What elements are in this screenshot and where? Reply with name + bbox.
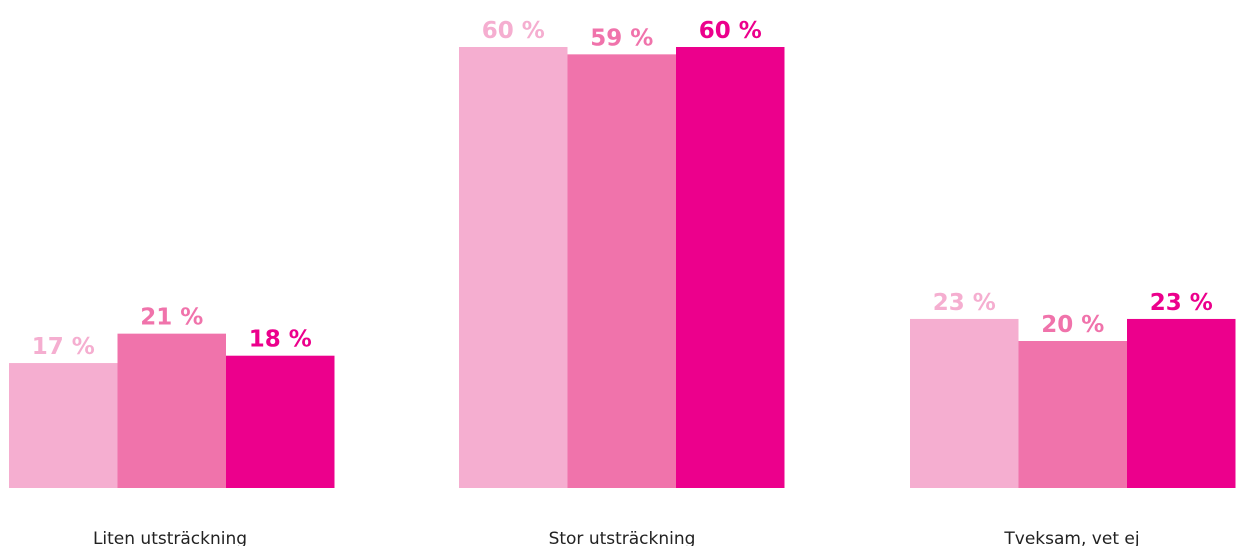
value-label-liten-utstrackning-series-2: 21 % bbox=[140, 305, 203, 331]
value-label-tveksam-vet-ej-series-1: 23 % bbox=[933, 290, 996, 316]
bar-stor-utstrackning-series-2 bbox=[568, 54, 677, 488]
category-label-tveksam-vet-ej: Tveksam, vet ej bbox=[1003, 529, 1139, 546]
bar-liten-utstrackning-series-1 bbox=[9, 363, 118, 488]
category-label-stor-utstrackning: Stor utsträckning bbox=[549, 529, 696, 546]
value-label-tveksam-vet-ej-series-3: 23 % bbox=[1150, 290, 1213, 316]
value-label-liten-utstrackning-series-1: 17 % bbox=[32, 334, 95, 360]
bar-tveksam-vet-ej-series-3 bbox=[1127, 319, 1236, 488]
bar-stor-utstrackning-series-3 bbox=[676, 47, 785, 488]
value-label-liten-utstrackning-series-3: 18 % bbox=[249, 327, 312, 353]
value-label-stor-utstrackning-series-2: 59 % bbox=[590, 25, 653, 51]
bars-layer bbox=[9, 47, 1236, 488]
bar-stor-utstrackning-series-1 bbox=[459, 47, 568, 488]
value-label-tveksam-vet-ej-series-2: 20 % bbox=[1041, 312, 1104, 338]
bar-tveksam-vet-ej-series-2 bbox=[1019, 341, 1128, 488]
value-label-stor-utstrackning-series-1: 60 % bbox=[482, 18, 545, 44]
bar-tveksam-vet-ej-series-1 bbox=[910, 319, 1019, 488]
category-label-liten-utstrackning: Liten utsträckning bbox=[93, 529, 247, 546]
value-label-stor-utstrackning-series-3: 60 % bbox=[699, 18, 762, 44]
bar-liten-utstrackning-series-3 bbox=[226, 356, 335, 488]
category-labels-layer: Liten utsträckning Stor utsträckning Tveks… bbox=[93, 529, 1140, 546]
bar-liten-utstrackning-series-2 bbox=[118, 334, 227, 488]
